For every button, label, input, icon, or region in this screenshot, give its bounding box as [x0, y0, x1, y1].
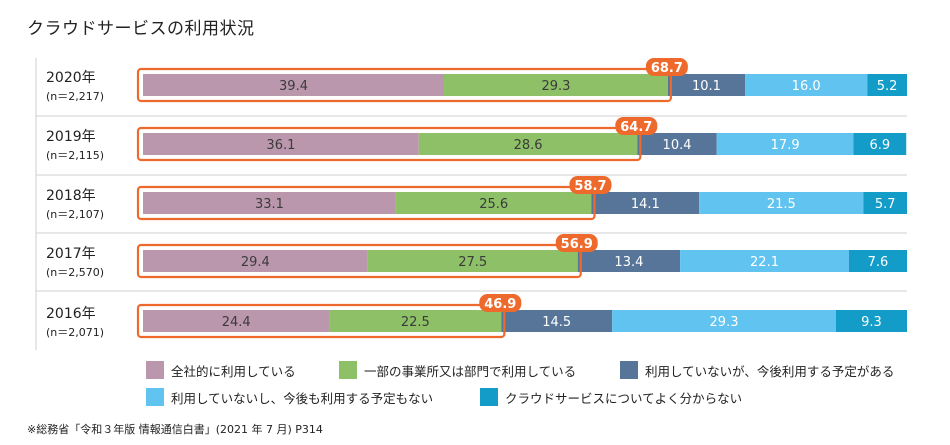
bar-segment: [591, 192, 700, 214]
data-label: 14.5: [542, 315, 571, 330]
year-label: 2020年: [46, 70, 96, 86]
bar-segment: [612, 310, 836, 332]
sample-size-label: (n＝2,071): [46, 326, 104, 339]
data-label: 22.5: [401, 315, 430, 330]
data-label: 29.4: [241, 255, 270, 270]
total-label: 46.9: [484, 297, 516, 312]
year-label: 2019年: [46, 129, 96, 145]
highlight-box: [136, 126, 642, 162]
data-label: 17.9: [771, 138, 800, 153]
legend-item: 利用していないが、今後利用する予定がある: [620, 361, 894, 379]
legend-swatch: [620, 361, 638, 379]
sample-size-label: (n＝2,217): [46, 90, 104, 103]
total-badge: [645, 58, 688, 76]
bar-segment: [716, 133, 854, 155]
sample-size-label: (n＝2,570): [46, 266, 104, 279]
bar-segment: [367, 250, 578, 272]
data-label: 5.7: [875, 197, 896, 212]
sample-size-label: (n＝2,107): [46, 208, 104, 221]
bar-segment: [444, 74, 668, 96]
bar-segment: [501, 310, 613, 332]
bar-segment: [143, 133, 419, 155]
legend-label: 利用していないが、今後利用する予定がある: [645, 363, 895, 379]
data-label: 14.1: [631, 197, 660, 212]
legend-label: 一部の事業所又は部門で利用している: [364, 363, 577, 379]
legend-item: 全社的に利用している: [146, 361, 296, 379]
bar-segment: [667, 74, 746, 96]
data-label: 39.4: [279, 79, 308, 94]
data-label: 25.6: [479, 197, 508, 212]
total-badge: [555, 234, 598, 252]
data-label: 5.2: [877, 79, 898, 94]
total-badge: [569, 176, 612, 194]
source-note: ※総務省「令和３年版 情報通信白書」(2021 年 7 月) P314: [27, 423, 323, 436]
bar-segment: [395, 192, 592, 214]
bar-segment: [143, 74, 445, 96]
highlight-box: [136, 243, 582, 279]
data-label: 29.3: [541, 79, 570, 94]
bar-segment: [418, 133, 638, 155]
sample-size-label: (n＝2,115): [46, 149, 104, 162]
legend-item: 利用していないし、今後も利用する予定もない: [146, 388, 433, 406]
bar-segment: [699, 192, 864, 214]
legend-swatch: [146, 388, 164, 406]
legend-label: クラウドサービスについてよく分からない: [505, 390, 743, 406]
total-badge: [615, 117, 658, 135]
bar-segment: [863, 192, 907, 214]
data-label: 16.0: [792, 79, 821, 94]
data-label: 33.1: [255, 197, 284, 212]
bar-segment: [745, 74, 868, 96]
data-label: 7.6: [868, 255, 889, 270]
legend-label: 全社的に利用している: [171, 363, 296, 379]
data-label: 27.5: [458, 255, 487, 270]
data-label: 22.1: [750, 255, 779, 270]
highlight-box: [136, 67, 672, 103]
total-label: 58.7: [574, 179, 606, 194]
bar-segment: [577, 250, 681, 272]
bar-segment: [680, 250, 849, 272]
data-label: 6.9: [870, 138, 891, 153]
bar-segment: [329, 310, 502, 332]
legend-item: クラウドサービスについてよく分からない: [480, 388, 742, 406]
data-label: 28.6: [514, 138, 543, 153]
legend-swatch: [339, 361, 357, 379]
legend-swatch: [480, 388, 498, 406]
legend-item: 一部の事業所又は部門で利用している: [339, 361, 576, 379]
bar-segment: [637, 133, 717, 155]
chart-title: クラウドサービスの利用状況: [27, 19, 255, 39]
data-label: 10.4: [663, 138, 692, 153]
bar-segment: [867, 74, 907, 96]
year-label: 2017年: [46, 246, 96, 262]
legend-swatch: [146, 361, 164, 379]
bar-segment: [143, 192, 396, 214]
data-label: 21.5: [767, 197, 796, 212]
year-label: 2016年: [46, 306, 96, 322]
bar-segment: [143, 250, 368, 272]
year-label: 2018年: [46, 188, 96, 204]
data-label: 9.3: [861, 315, 882, 330]
total-label: 68.7: [651, 61, 683, 76]
bar-segment: [835, 310, 907, 332]
total-badge: [479, 294, 522, 312]
legend-label: 利用していないし、今後も利用する予定もない: [171, 390, 434, 406]
data-label: 24.4: [222, 315, 251, 330]
bar-segment: [853, 133, 907, 155]
data-label: 29.3: [710, 315, 739, 330]
data-label: 10.1: [692, 79, 721, 94]
total-label: 56.9: [561, 237, 593, 252]
bar-segment: [143, 310, 330, 332]
highlight-box: [136, 185, 596, 221]
total-label: 64.7: [620, 120, 652, 135]
bar-segment: [848, 250, 907, 272]
highlight-box: [136, 303, 506, 339]
data-label: 36.1: [266, 138, 295, 153]
data-label: 13.4: [614, 255, 643, 270]
